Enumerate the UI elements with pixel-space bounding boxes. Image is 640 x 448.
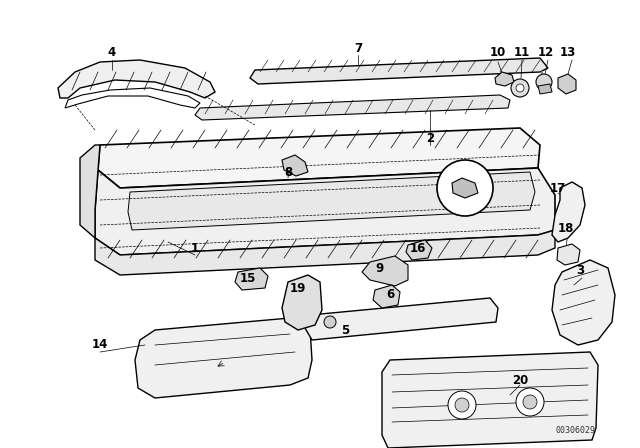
- Polygon shape: [95, 168, 555, 255]
- Circle shape: [516, 388, 544, 416]
- Text: 19: 19: [290, 281, 306, 294]
- Text: 3: 3: [576, 263, 584, 276]
- Text: 16: 16: [410, 241, 426, 254]
- Polygon shape: [406, 240, 432, 260]
- Polygon shape: [65, 88, 200, 108]
- Text: 2: 2: [426, 132, 434, 145]
- Polygon shape: [135, 318, 312, 398]
- Text: 15: 15: [240, 271, 256, 284]
- Text: 9: 9: [376, 262, 384, 275]
- Polygon shape: [557, 244, 580, 265]
- Polygon shape: [98, 128, 540, 188]
- Text: 18: 18: [558, 221, 574, 234]
- Circle shape: [437, 160, 493, 216]
- Text: 12: 12: [538, 46, 554, 59]
- Text: 10: 10: [490, 46, 506, 59]
- Circle shape: [324, 316, 336, 328]
- Circle shape: [523, 395, 537, 409]
- Polygon shape: [558, 74, 576, 94]
- Text: 5: 5: [341, 323, 349, 336]
- Text: 7: 7: [354, 42, 362, 55]
- Text: 14: 14: [92, 339, 108, 352]
- Text: 17: 17: [550, 181, 566, 194]
- Polygon shape: [250, 58, 548, 84]
- Polygon shape: [552, 182, 585, 242]
- Circle shape: [536, 74, 552, 90]
- Polygon shape: [452, 178, 478, 198]
- Polygon shape: [382, 352, 598, 448]
- Polygon shape: [538, 84, 552, 94]
- Text: 8: 8: [284, 167, 292, 180]
- Text: 11: 11: [514, 46, 530, 59]
- Circle shape: [455, 398, 469, 412]
- Polygon shape: [373, 285, 400, 308]
- Text: 6: 6: [386, 289, 394, 302]
- Polygon shape: [128, 172, 535, 230]
- Polygon shape: [552, 260, 615, 345]
- Polygon shape: [95, 230, 555, 275]
- Polygon shape: [58, 60, 215, 98]
- Polygon shape: [282, 275, 322, 330]
- Circle shape: [516, 84, 524, 92]
- Polygon shape: [282, 155, 308, 176]
- Text: 13: 13: [560, 46, 576, 59]
- Circle shape: [511, 79, 529, 97]
- Polygon shape: [495, 72, 514, 86]
- Text: 20: 20: [512, 374, 528, 387]
- Polygon shape: [80, 145, 100, 238]
- Polygon shape: [305, 298, 498, 340]
- Text: 1: 1: [191, 241, 199, 254]
- Text: 00306029: 00306029: [555, 426, 595, 435]
- Polygon shape: [195, 95, 510, 120]
- Text: 4: 4: [108, 46, 116, 59]
- Circle shape: [448, 391, 476, 419]
- Polygon shape: [235, 268, 268, 290]
- Polygon shape: [362, 256, 408, 286]
